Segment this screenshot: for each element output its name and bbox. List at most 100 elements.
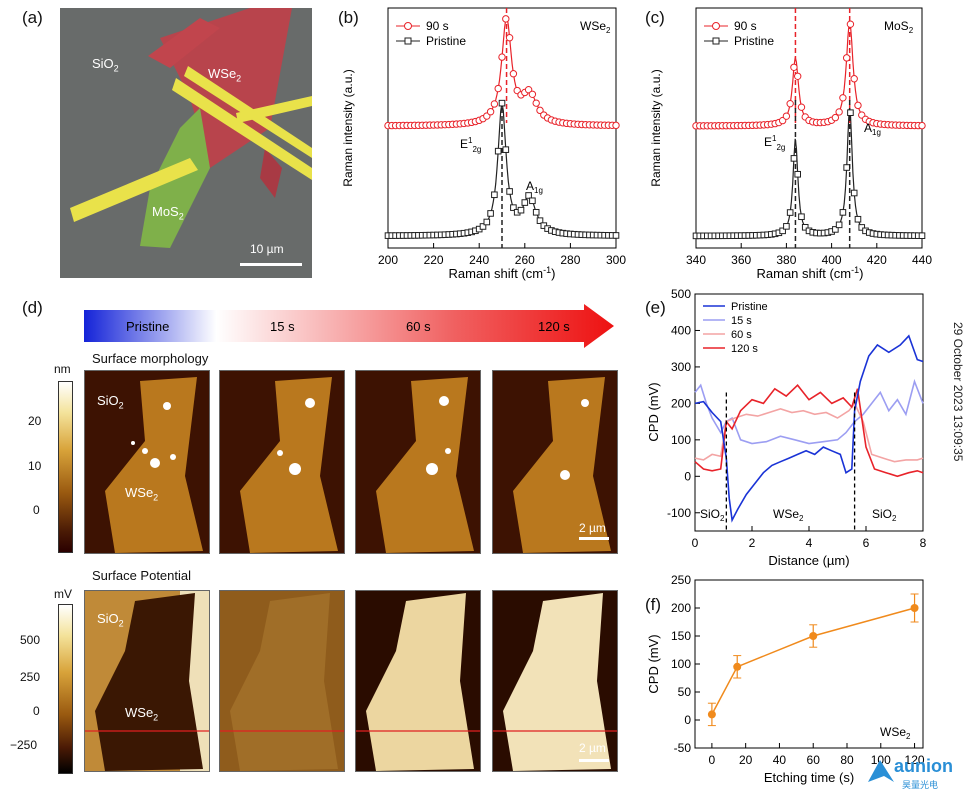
data-point [490, 100, 499, 108]
scale-bar-label: 10 µm [250, 242, 284, 256]
data-point [505, 34, 514, 42]
x-tick-label: 440 [912, 253, 932, 267]
y-tick-label: 100 [671, 433, 691, 447]
raman-wse2-chart: 200 220 240 260 280 300 90 s Pristine WSe2 E1… [341, 7, 626, 281]
y-tick-label: 100 [671, 657, 691, 671]
data-point [733, 662, 742, 671]
data-point [498, 53, 506, 61]
peak-a1g-label: A1g [526, 179, 543, 195]
x-axis-label: Raman shift (cm-1) [449, 265, 556, 281]
legend-marker-pristine [404, 37, 412, 45]
x-tick-label: 200 [378, 253, 398, 267]
mos2-label: MoS2 [152, 204, 184, 222]
brand-subtext: 昊量光电 [902, 780, 939, 790]
data-point [835, 108, 843, 116]
nm-tick-20: 20 [28, 414, 42, 428]
y-axis-label: Raman intensity (a.u.) [341, 69, 355, 186]
x-tick-label: 280 [560, 253, 580, 267]
y-tick-label: 0 [684, 469, 691, 483]
plot-frame [694, 579, 924, 749]
y-tick-label: -100 [667, 506, 691, 520]
panel-label-f: (f) [645, 595, 662, 614]
data-point [536, 217, 544, 224]
data-point [809, 632, 818, 640]
data-point [479, 223, 487, 230]
x-tick-label: 240 [469, 253, 489, 267]
step-label-120s: 120 s [538, 319, 570, 334]
height-colorbar [58, 381, 73, 553]
x-tick-label: 2 [749, 536, 756, 550]
panel-label-e: (e) [645, 298, 666, 317]
watermark-logo: aunion 昊量光电 [866, 756, 962, 792]
afm-image-15s [219, 370, 345, 554]
etching-time-arrow: Pristine 15 s 60 s 120 s [84, 304, 614, 348]
data-point [509, 70, 518, 78]
kpfm-image-60s [355, 590, 481, 772]
wse2-label: WSe2 [208, 66, 242, 84]
step-label-pristine: Pristine [126, 319, 169, 334]
y-tick-label: 250 [671, 573, 691, 587]
data-point [832, 226, 839, 233]
data-point [790, 63, 798, 71]
data-point [528, 90, 537, 98]
legend-label-90s: 90 s [426, 19, 449, 33]
legend-label: 60 s [731, 329, 752, 341]
data-point [790, 155, 798, 162]
cpd-time-line [711, 607, 915, 715]
wse2-label: WSe2 [125, 705, 159, 723]
region-label-sio2-left: SiO2 [700, 507, 725, 523]
legend-marker-90s [404, 22, 412, 30]
legend-label-pristine: Pristine [734, 34, 774, 48]
y-tick-label: 200 [671, 396, 691, 410]
x-tick-label: 40 [773, 753, 787, 767]
y-tick-label: 200 [671, 601, 691, 615]
kpfm-image-120s: 2 µm [492, 590, 618, 772]
x-tick-label: 400 [822, 253, 842, 267]
panel-label-d: (d) [22, 298, 43, 317]
potential-colorbar [58, 604, 73, 774]
kpfm-image-15s [219, 590, 345, 772]
scale-bar-label: 2 µm [579, 521, 606, 535]
data-point [842, 54, 851, 62]
mv-unit: mV [54, 587, 72, 601]
data-point [494, 84, 502, 93]
data-point [835, 221, 843, 229]
x-tick-label: 360 [731, 253, 751, 267]
cpd-series-line [694, 334, 924, 523]
material-label: MoS2 [884, 19, 914, 35]
data-point [779, 227, 786, 235]
x-tick-label: 6 [863, 536, 870, 550]
step-label-60s: 60 s [406, 319, 431, 334]
region-label-sio2-right: SiO2 [872, 507, 897, 523]
x-tick-label: 4 [806, 536, 813, 550]
sio2-label: SiO2 [97, 393, 124, 411]
y-tick-label: 300 [671, 360, 691, 374]
x-axis-label: Raman shift (cm-1) [757, 265, 864, 281]
data-point [494, 147, 502, 155]
data-point [521, 199, 529, 206]
data-point [707, 710, 716, 719]
x-axis-label: Distance (µm) [768, 553, 849, 568]
raman-mos2-chart: 340 360 380 400 420 440 90 s Pristine MoS2 E1… [649, 7, 932, 281]
data-point [831, 113, 840, 122]
y-tick-label: 50 [678, 685, 692, 699]
y-tick-label: 500 [671, 287, 691, 301]
nm-tick-10: 10 [28, 459, 42, 473]
peak-a1g-label: A1g [864, 121, 881, 137]
data-point [506, 188, 513, 195]
data-point [483, 218, 491, 226]
data-point [858, 224, 866, 231]
afm-image-120s: 2 µm [492, 370, 618, 554]
y-axis-label: CPD (mV) [646, 634, 661, 693]
material-label: WSe2 [580, 19, 611, 35]
step-label-15s: 15 s [270, 319, 295, 334]
data-point [782, 112, 791, 120]
morphology-title: Surface morphology [92, 351, 209, 366]
data-point [854, 101, 862, 110]
data-point [854, 215, 862, 223]
x-tick-label: 260 [515, 253, 535, 267]
timestamp: 29 October 2023 13:09:35 [951, 322, 965, 462]
mv-tick-250: 250 [20, 670, 41, 684]
panel-label-a: (a) [22, 8, 43, 27]
data-point [843, 164, 850, 171]
